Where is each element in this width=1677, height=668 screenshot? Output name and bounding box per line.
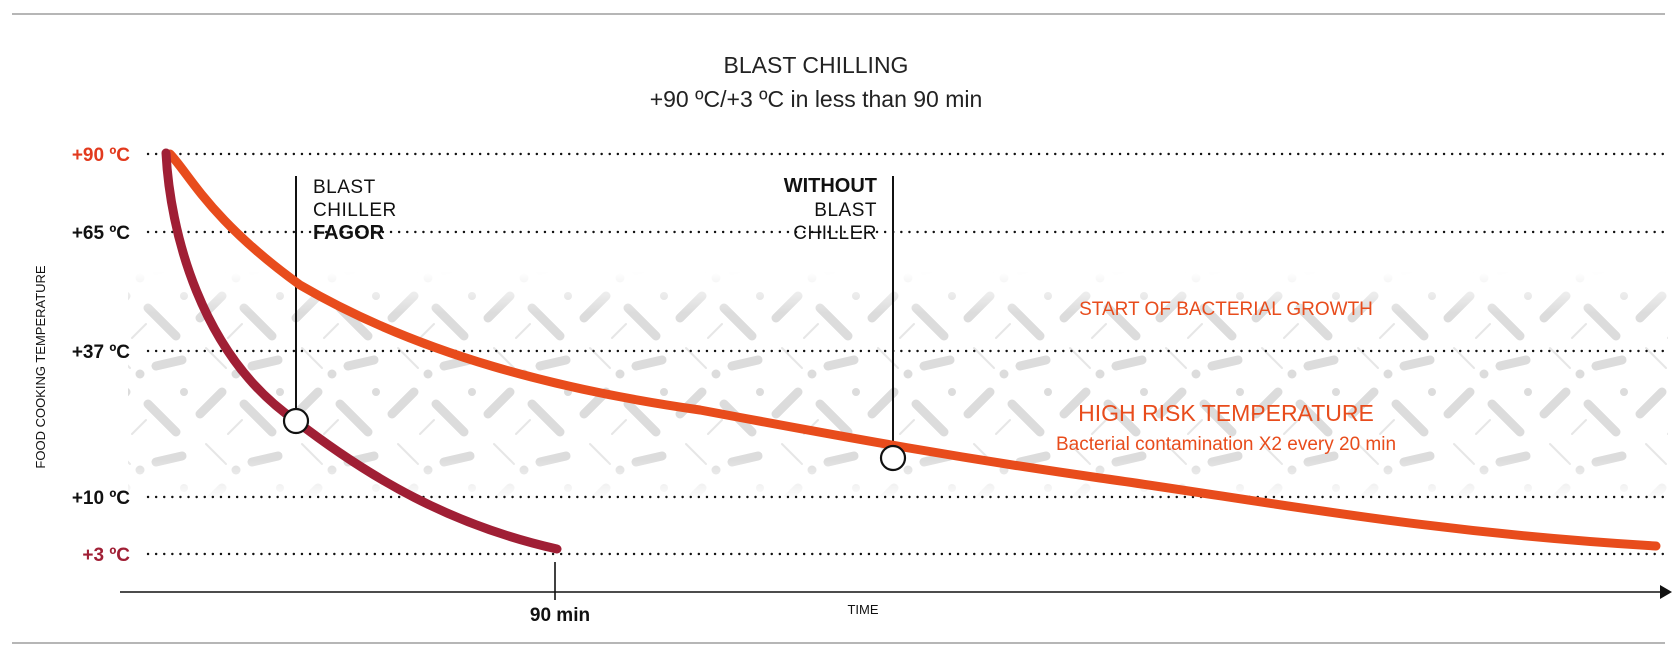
x-axis-label: TIME [847,602,878,617]
fagor-label-line2: CHILLER [313,200,397,221]
tick-label-10: +10 ºC [72,488,130,509]
high-risk-subtitle: Bacterial contamination X2 every 20 min [1056,434,1396,455]
fagor-label-line3: FAGOR [313,222,385,244]
chart-title: BLAST CHILLING [724,52,909,78]
without-label-line3: CHILLER [793,223,877,244]
tick-label-65: +65 ºC [72,223,130,244]
high-risk-title: HIGH RISK TEMPERATURE [1078,400,1374,426]
x-axis-arrowhead [1660,585,1672,599]
without-label-line2: BLAST [814,200,877,221]
tick-label-3: +3 ºC [82,545,130,566]
no-chiller-curve [165,149,1661,551]
tick-label-90: +90 ºC [72,145,130,166]
without-chiller-marker-circle [879,444,907,472]
fagor-label-line1: BLAST [313,177,376,198]
y-axis-label: FOOD COOKING TEMPERATURE [33,265,48,469]
temperature-tick-labels: +90 ºC +65 ºC +37 ºC +10 ºC +3 ºC [72,145,130,566]
fagor-marker-circle [282,407,310,435]
without-label-line1: WITHOUT [784,175,877,197]
temperature-gridlines [146,152,1666,556]
start-bacterial-growth-label: START OF BACTERIAL GROWTH [1079,299,1373,320]
tick-label-37: +37 ºC [72,342,130,363]
chart-subtitle: +90 ºC/+3 ºC in less than 90 min [650,86,983,112]
x-marker-label: 90 min [530,605,590,626]
